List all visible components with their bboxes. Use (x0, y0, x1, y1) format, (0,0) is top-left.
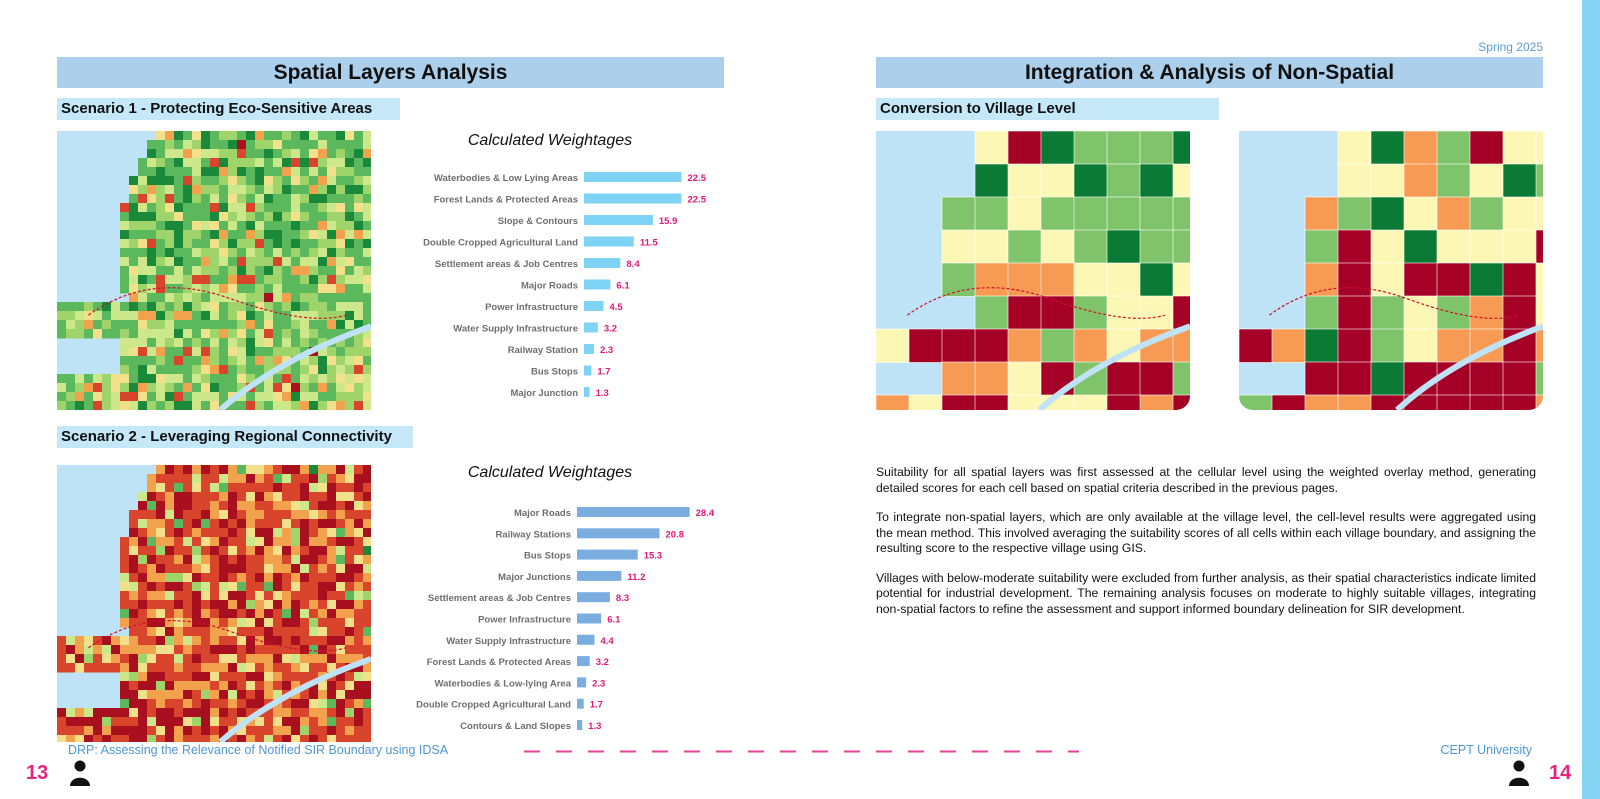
bar (584, 172, 682, 182)
bar (584, 301, 604, 311)
bar (584, 365, 592, 376)
value-label: 28.4 (696, 508, 715, 519)
value-label: 22.5 (688, 173, 707, 184)
scenario2-weightage-chart: Major Roads 28.4 Railway Stations 20.8 Bus S… (390, 498, 730, 743)
category-label: Railway Stations (496, 529, 572, 540)
category-label: Major Junctions (498, 572, 571, 583)
footer-project-title: DRP: Assessing the Relevance of Notified… (68, 743, 449, 757)
scenario2-suitability-map (57, 465, 371, 742)
value-label: 3.2 (596, 657, 609, 668)
bar (577, 549, 638, 560)
paragraph-3: Villages with below-moderate suitability… (876, 570, 1536, 616)
bar (584, 236, 634, 247)
season-label: Spring 2025 (1478, 40, 1543, 54)
value-label: 6.1 (607, 615, 621, 626)
bar (584, 387, 590, 397)
person-icon (70, 760, 90, 786)
scenario1-title: Scenario 1 - Protecting Eco-Sensitive Ar… (57, 98, 400, 120)
category-label: Major Junction (510, 388, 578, 399)
value-label: 4.4 (600, 636, 614, 647)
category-label: Forest Lands & Protected Areas (427, 657, 571, 668)
bar (577, 656, 590, 667)
value-label: 1.7 (597, 367, 610, 378)
value-label: 2.3 (600, 345, 613, 356)
bar (577, 698, 584, 709)
category-label: Water Supply Infrastructure (453, 324, 578, 335)
category-label: Major Roads (514, 508, 571, 519)
conversion-subtitle: Conversion to Village Level (876, 98, 1219, 120)
category-label: Bus Stops (524, 551, 571, 562)
scenario2-chart-title: Calculated Weightages (467, 464, 633, 481)
category-label: Double Cropped Agricultural Land (416, 700, 571, 711)
category-label: Settlement areas & Job Centres (435, 259, 578, 270)
person-icon (1509, 760, 1529, 786)
footer-dash-divider (524, 750, 1079, 753)
value-label: 8.4 (626, 259, 640, 270)
bar (584, 279, 611, 290)
category-label: Double Cropped Agricultural Land (423, 238, 578, 249)
scenario1-suitability-map (57, 131, 371, 410)
page-number-right: 14 (1549, 762, 1572, 784)
bar (584, 258, 621, 268)
value-label: 15.9 (659, 216, 678, 227)
category-label: Power Infrastructure (478, 615, 571, 626)
value-label: 11.5 (640, 238, 659, 249)
bar (577, 613, 602, 624)
value-label: 20.8 (666, 529, 685, 540)
category-label: Bus Stops (531, 367, 578, 378)
category-label: Forest Lands & Protected Areas (434, 195, 578, 206)
category-label: Waterbodies & Low Lying Areas (434, 173, 578, 184)
category-label: Water Supply Infrastructure (446, 636, 571, 647)
scenario1-chart-title: Calculated Weightages (467, 132, 633, 149)
category-label: Power Infrastructure (485, 302, 578, 313)
footer-university: CEPT University (1440, 743, 1532, 757)
category-label: Major Roads (521, 281, 578, 292)
scenario2-title: Scenario 2 - Leveraging Regional Connect… (57, 426, 413, 448)
bar (584, 344, 594, 354)
bar (577, 677, 587, 688)
bar (584, 193, 682, 204)
section-title-spatial: Spatial Layers Analysis (57, 57, 724, 88)
value-label: 22.5 (688, 195, 707, 206)
bar (577, 507, 690, 517)
value-label: 3.2 (604, 324, 617, 335)
bar (577, 570, 622, 581)
value-label: 1.7 (590, 700, 603, 711)
value-label: 1.3 (588, 721, 601, 732)
page-number-left: 13 (26, 762, 49, 784)
value-label: 2.3 (592, 678, 605, 689)
bar (577, 720, 583, 730)
description-text: Suitability for all spatial layers was f… (876, 465, 1536, 631)
section-title-non-spatial: Integration & Analysis of Non-Spatial (876, 57, 1543, 88)
value-label: 11.2 (627, 572, 645, 583)
bar (584, 215, 653, 225)
category-label: Contours & Land Slopes (460, 721, 571, 732)
category-label: Waterbodies & Low-lying Area (434, 678, 571, 689)
village-level-map-scenario1 (876, 131, 1190, 410)
paragraph-1: Suitability for all spatial layers was f… (876, 465, 1536, 495)
category-label: Railway Station (508, 345, 578, 356)
right-edge-strip (1582, 0, 1600, 799)
value-label: 1.3 (596, 388, 609, 399)
bar (577, 592, 610, 603)
value-label: 6.1 (616, 281, 630, 292)
scenario1-weightage-chart: Waterbodies & Low Lying Areas 22.5 Forest … (390, 160, 730, 410)
value-label: 4.5 (610, 302, 624, 313)
value-label: 15.3 (644, 551, 663, 562)
category-label: Settlement areas & Job Centres (428, 593, 571, 604)
category-label: Slope & Contours (498, 216, 578, 227)
bar (584, 322, 598, 333)
paragraph-2: To integrate non-spatial layers, which a… (876, 510, 1536, 555)
bar (577, 528, 660, 539)
value-label: 8.3 (616, 593, 629, 604)
bar (577, 634, 595, 645)
village-level-map-scenario2 (1239, 131, 1543, 410)
